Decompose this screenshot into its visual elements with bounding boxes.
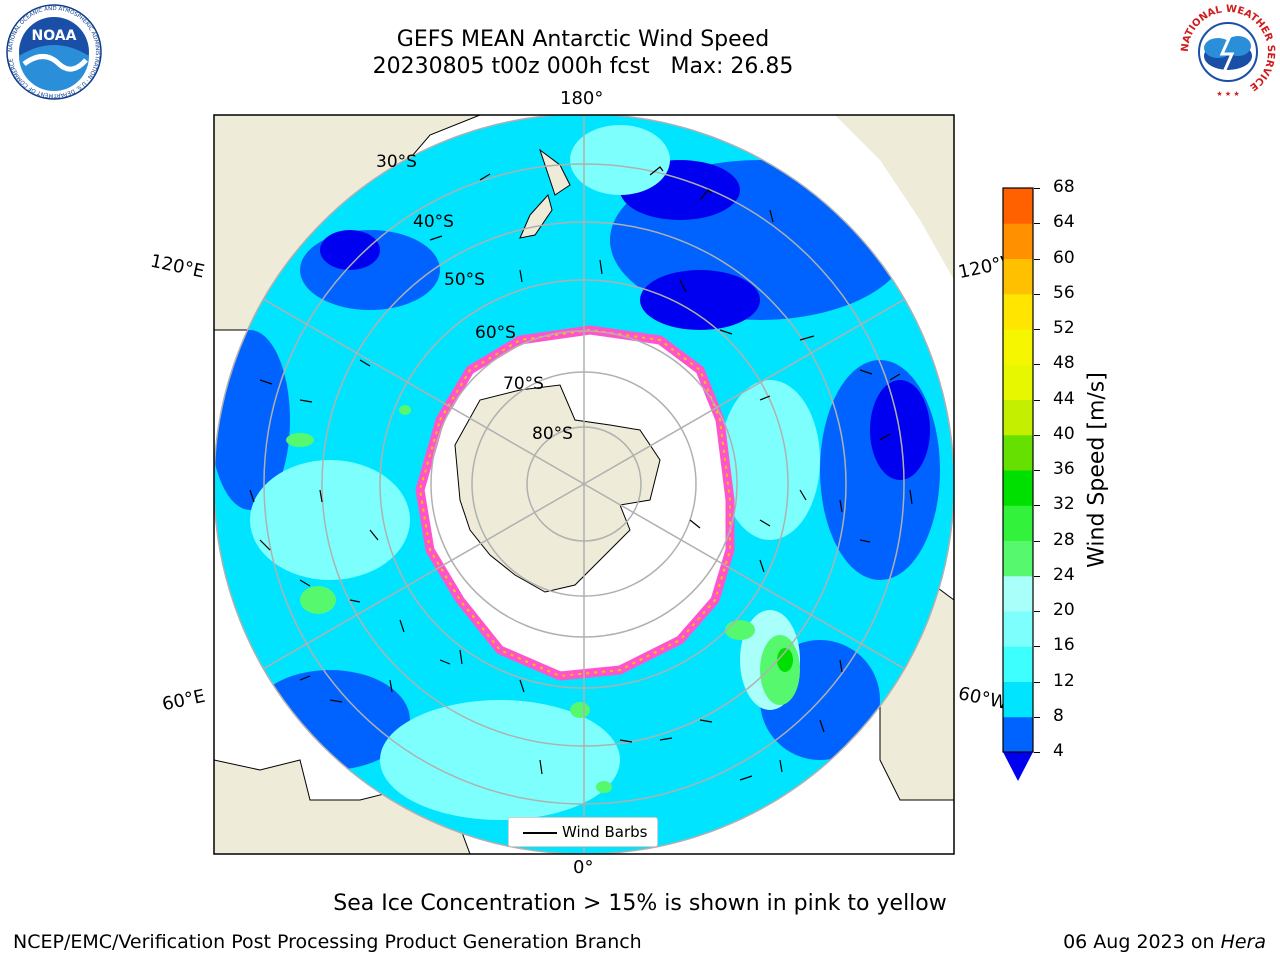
colorbar-tick-label: 44 bbox=[1053, 388, 1075, 409]
colorbar-tick-label: 28 bbox=[1053, 529, 1075, 550]
map-title: GEFS MEAN Antarctic Wind Speed bbox=[396, 27, 770, 52]
lat-label-40s: 40°S bbox=[413, 212, 454, 232]
colorbar-tick-mark bbox=[1034, 611, 1040, 612]
colorbar-tick-label: 64 bbox=[1053, 212, 1075, 233]
colorbar-tick-label: 52 bbox=[1053, 318, 1075, 338]
map-subtitle: 20230805 t00z 000h fcst Max: 26.85 bbox=[372, 54, 794, 79]
colorbar-tick-mark bbox=[1034, 505, 1040, 507]
colorbar-label: Wind Speed [m/s] bbox=[1084, 372, 1110, 568]
colorbar-band bbox=[1003, 223, 1033, 259]
colorbar-tick-mark bbox=[1034, 188, 1040, 189]
footer-date-text: 06 Aug 2023 on bbox=[1063, 931, 1221, 953]
colorbar-tick-label: 60 bbox=[1053, 247, 1075, 268]
colorbar-band bbox=[1003, 540, 1033, 577]
lon-label-180: 180° bbox=[560, 88, 604, 109]
colorbar-tick-mark bbox=[1034, 329, 1040, 330]
colorbar-tick-mark bbox=[1034, 470, 1040, 471]
colorbar-band bbox=[1003, 470, 1033, 506]
colorbar-tick-mark bbox=[1034, 716, 1040, 718]
footer-date: 06 Aug 2023 on Hera bbox=[1063, 931, 1266, 953]
colorbar-tick-label: 8 bbox=[1053, 705, 1064, 726]
noaa-text: NOAA bbox=[32, 28, 77, 44]
colorbar-band bbox=[1003, 188, 1033, 224]
colorbar-band bbox=[1003, 329, 1033, 365]
lat-label-80s: 80°S bbox=[532, 424, 573, 444]
colorbar-tick-mark bbox=[1034, 223, 1040, 225]
colorbar-under-triangle bbox=[1003, 752, 1033, 781]
colorbar-tick-label: 20 bbox=[1053, 600, 1075, 620]
colorbar-tick-mark bbox=[1034, 752, 1040, 753]
colorbar-tick-label: 48 bbox=[1053, 353, 1075, 374]
antarctica bbox=[454, 384, 661, 593]
colorbar-band bbox=[1003, 399, 1033, 436]
colorbar-tick-label: 4 bbox=[1053, 741, 1064, 761]
colorbar-tick-label: 68 bbox=[1053, 177, 1075, 197]
colorbar-band bbox=[1003, 293, 1033, 330]
legend-label: Wind Barbs bbox=[562, 823, 648, 841]
colorbar-tick-mark bbox=[1034, 575, 1040, 577]
colorbar-tick-mark bbox=[1034, 646, 1040, 648]
colorbar-tick-label: 56 bbox=[1053, 282, 1075, 303]
colorbar-tick-label: 12 bbox=[1053, 670, 1075, 691]
colorbar-band bbox=[1003, 505, 1033, 541]
lat-label-30s: 30°S bbox=[376, 152, 417, 172]
colorbar-band bbox=[1003, 434, 1033, 471]
colorbar-tick-mark bbox=[1034, 540, 1040, 542]
colorbar-tick-mark bbox=[1034, 258, 1040, 260]
colorbar-tick-mark bbox=[1034, 681, 1040, 683]
colorbar-tick-mark bbox=[1034, 293, 1040, 295]
lat-label-50s: 50°S bbox=[444, 270, 485, 290]
wind-barbs bbox=[249, 166, 913, 781]
noaa-logo: NATIONAL OCEANIC AND ATMOSPHERIC ADMINIS… bbox=[6, 4, 102, 100]
colorbar-band bbox=[1003, 364, 1033, 400]
colorbar-band bbox=[1003, 258, 1033, 295]
colorbar-tick-label: 24 bbox=[1053, 564, 1075, 585]
colorbar-tick-label: 40 bbox=[1053, 423, 1075, 444]
colorbar-band bbox=[1003, 681, 1033, 718]
lat-label-60s: 60°S bbox=[475, 323, 516, 343]
colorbar-band bbox=[1003, 611, 1033, 647]
map-frame bbox=[213, 114, 955, 855]
nws-logo: NATIONAL WEATHER SERVICE ★ ★ ★ bbox=[1180, 4, 1276, 99]
lon-label-0: 0° bbox=[573, 857, 594, 878]
graticule bbox=[214, 115, 954, 854]
footer-host: Hera bbox=[1220, 931, 1266, 953]
lat-label-70s: 70°S bbox=[503, 374, 544, 394]
colorbar-tick-label: 32 bbox=[1053, 494, 1075, 515]
colorbar-band bbox=[1003, 716, 1033, 753]
colorbar-tick-mark bbox=[1034, 434, 1040, 436]
colorbar-band bbox=[1003, 646, 1033, 682]
footer-branch: NCEP/EMC/Verification Post Processing Pr… bbox=[13, 931, 642, 953]
sea-ice-caption: Sea Ice Concentration > 15% is shown in … bbox=[333, 891, 947, 916]
colorbar bbox=[1002, 187, 1034, 781]
colorbar-tick-mark bbox=[1034, 399, 1040, 401]
colorbar-band bbox=[1003, 575, 1033, 612]
colorbar-tick-label: 36 bbox=[1053, 459, 1075, 479]
wind-barb-legend-line bbox=[523, 832, 557, 834]
map-legend: Wind Barbs bbox=[508, 817, 658, 847]
svg-text:★ ★ ★: ★ ★ ★ bbox=[1216, 90, 1239, 98]
colorbar-tick-label: 16 bbox=[1053, 635, 1075, 656]
colorbar-tick-mark bbox=[1034, 364, 1040, 366]
